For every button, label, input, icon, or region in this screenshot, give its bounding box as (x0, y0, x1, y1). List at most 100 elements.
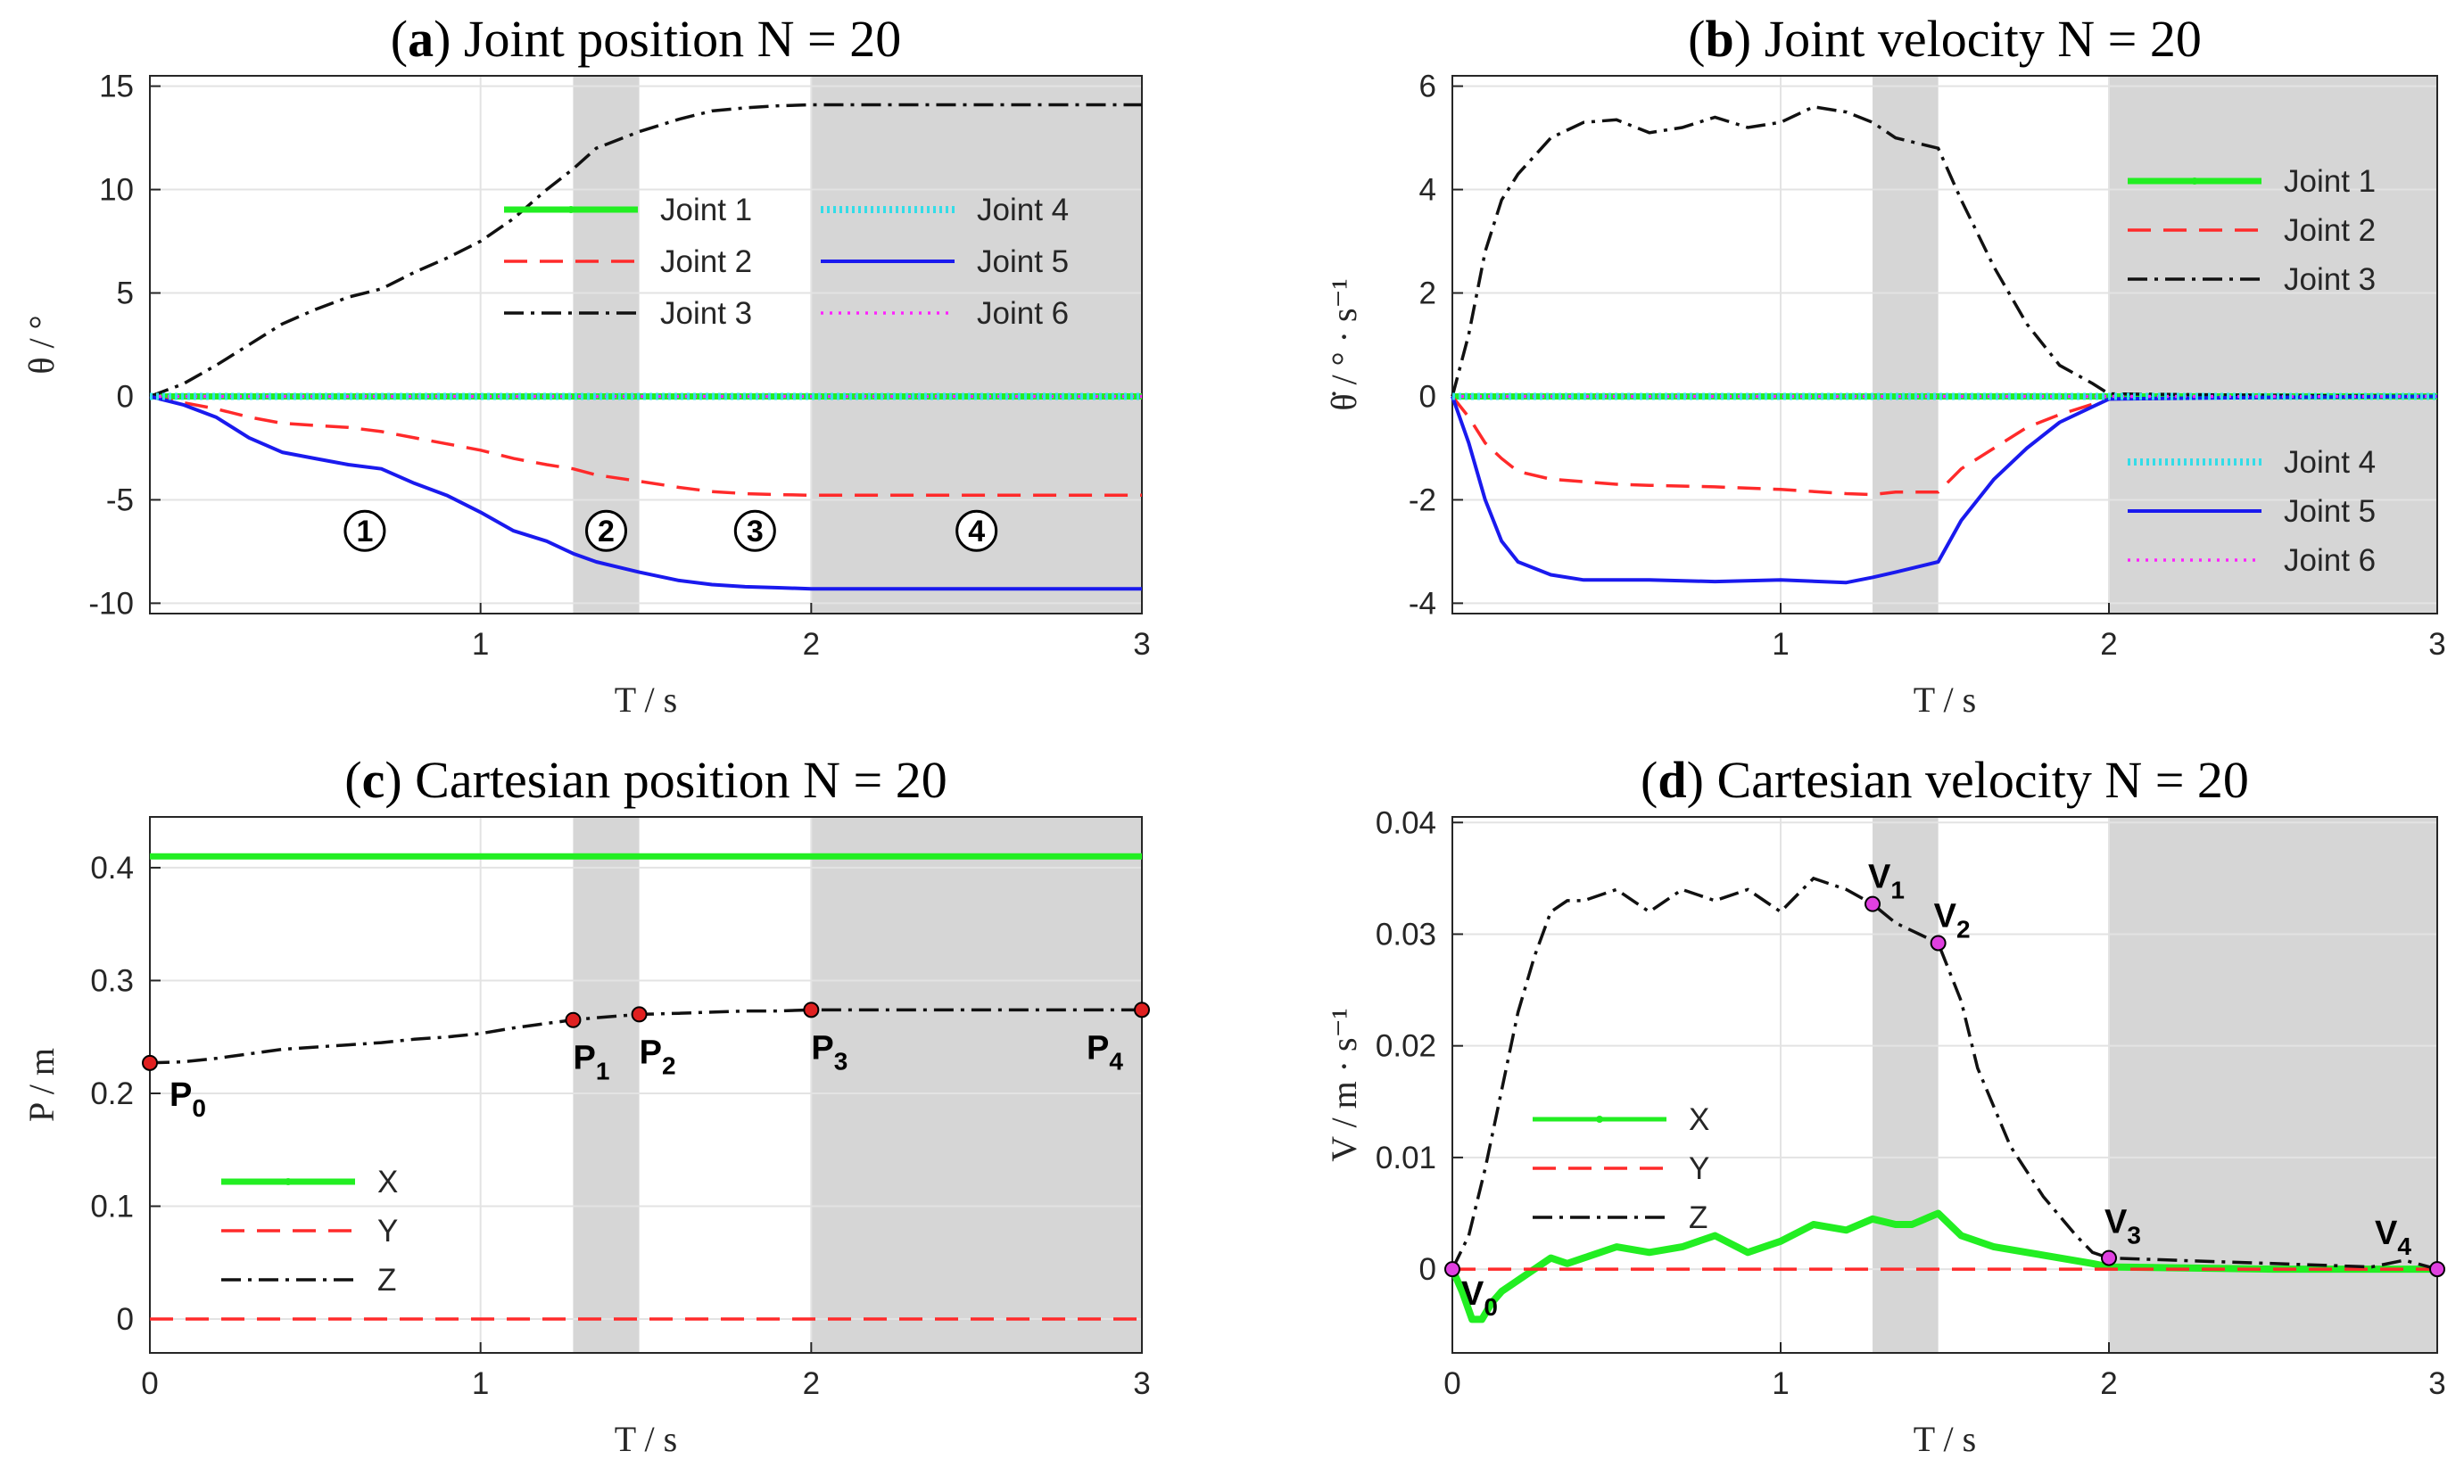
series-line-joint3 (1451, 104, 2438, 399)
shaded-region-0 (1873, 817, 1939, 1353)
ytick-label: 15 (99, 70, 134, 104)
point-label-letter: P (811, 1029, 833, 1067)
point-label: V0 (1461, 1275, 1498, 1321)
point-label-letter: P (1087, 1029, 1109, 1067)
xtick-label: 3 (1133, 627, 1150, 662)
ytick-label: 0 (1419, 1252, 1436, 1287)
legend-label-joint4: Joint 4 (977, 193, 1069, 227)
series-line-joint2 (149, 394, 1142, 498)
point-label-letter: V (1934, 897, 1957, 935)
ytick-label: 0.01 (1376, 1141, 1436, 1175)
ytick-label: 0 (117, 379, 134, 414)
axes-box (1451, 816, 2438, 1354)
ytick-label: 10 (99, 173, 134, 208)
panel-b-joint-velocity: 1 2 3 -4 -2 0 2 4 6 T / s θ̇ / ° · s⁻¹ (b) Joint ve… (1324, 10, 2446, 720)
point-label-letter: P (640, 1034, 662, 1071)
point-label: P1 (573, 1040, 609, 1085)
y-axis-label: θ / ° (21, 315, 62, 374)
point-label: P3 (811, 1029, 848, 1075)
legend-label-joint5: Joint 5 (977, 244, 1069, 279)
point-marker (565, 1011, 582, 1028)
xtick-label: 0 (141, 1366, 158, 1401)
ytick-label: 0.2 (90, 1076, 134, 1111)
series-line-joint2 (1451, 394, 2438, 497)
phase-circle (955, 509, 998, 552)
point-label: P0 (170, 1076, 206, 1122)
point-marker (1134, 1002, 1150, 1018)
shaded-region-0 (573, 817, 640, 1353)
title-letter: a (408, 10, 434, 68)
ytick-label: 0.4 (90, 851, 134, 886)
point-label-sub: 1 (596, 1058, 610, 1085)
legend-marker (1596, 1116, 1603, 1123)
xtick-label: 1 (1772, 1366, 1789, 1401)
point-marker (803, 1002, 820, 1018)
legend-label-joint2: Joint 2 (2284, 213, 2376, 248)
phase-label: 1 (356, 515, 373, 548)
ytick-label: -4 (1409, 586, 1436, 621)
legend-label-X: X (1689, 1102, 1709, 1137)
title-paren-open: ( (1641, 751, 1658, 809)
chart-title: (b) Joint velocity N = 20 (1688, 10, 2202, 68)
legend-label-Z: Z (377, 1263, 396, 1298)
point-label: V2 (1934, 897, 1971, 943)
point-label-sub: 1 (1890, 877, 1905, 904)
xtick-label: 0 (1443, 1366, 1460, 1401)
point-marker (1930, 935, 1947, 952)
point-label-letter: P (573, 1040, 595, 1077)
title-paren-close: ) (434, 10, 451, 68)
xtick-label: 2 (803, 1366, 820, 1401)
phase-label: 3 (747, 515, 764, 548)
xtick-label: 3 (2428, 627, 2445, 662)
point-label-sub: 2 (1956, 915, 1971, 943)
series-line-joint5 (149, 394, 1142, 591)
ytick-label: 0.03 (1376, 917, 1436, 952)
panel-a-joint-position: 1 2 3 -10 -5 0 5 10 15 T / s θ / ° (a) Joint positi… (21, 10, 1151, 720)
axes-box (1451, 75, 2438, 614)
legend-label-Z: Z (1689, 1200, 1707, 1235)
x-axis-label: T / s (615, 1419, 677, 1459)
ytick-label: 0.3 (90, 963, 134, 998)
phase-circle (733, 509, 776, 552)
point-label-sub: 0 (192, 1094, 206, 1122)
axes-box (149, 75, 1143, 614)
point-label-sub: 4 (1109, 1047, 1123, 1075)
title-letter: b (1706, 10, 1734, 68)
shaded-region-1 (811, 817, 1142, 1353)
point-marker (2101, 1249, 2117, 1266)
legend-label-joint6: Joint 6 (977, 296, 1069, 331)
legend-label-joint1: Joint 1 (660, 193, 752, 227)
legend-label-joint5: Joint 5 (2284, 494, 2376, 529)
x-axis-label: T / s (615, 680, 677, 720)
point-label-letter: V (2375, 1215, 2398, 1252)
title-paren-close: ) (384, 751, 401, 809)
point-label-letter: V (1461, 1275, 1484, 1313)
xtick-label: 2 (2100, 627, 2117, 662)
legend-marker (285, 1178, 292, 1185)
chart-title: (a) Joint position N = 20 (391, 10, 901, 68)
ytick-label: 0.04 (1376, 805, 1436, 840)
point-label-sub: 2 (662, 1051, 676, 1079)
chart-title: (d) Cartesian velocity N = 20 (1641, 751, 2249, 809)
point-label: P4 (1087, 1029, 1123, 1075)
point-label-sub: 4 (2397, 1233, 2411, 1260)
point-label-letter: P (170, 1076, 192, 1114)
x-axis-label: T / s (1914, 1419, 1976, 1459)
point-marker (1444, 1261, 1460, 1278)
ytick-label: -10 (88, 586, 134, 621)
point-label-sub: 0 (1484, 1293, 1498, 1321)
panel-d-cartesian-velocity: 0 1 2 3 0 0.01 0.02 0.03 0.04 T / s V / m · s⁻¹ (d)… (1324, 751, 2446, 1459)
y-axis-label: θ̇ / ° · s⁻¹ (1324, 278, 1364, 410)
y-axis-label: V / m · s⁻¹ (1324, 1008, 1364, 1161)
ytick-label: 0.02 (1376, 1029, 1436, 1064)
panel-c-cartesian-position: 0 1 2 3 0 0.1 0.2 0.3 0.4 T / s P / m (c) Cartesian… (21, 751, 1151, 1459)
series-line-Z (149, 1008, 1142, 1065)
point-label-letter: V (2104, 1204, 2128, 1241)
shaded-region-0 (1873, 76, 1939, 614)
point-label: V1 (1868, 859, 1905, 904)
phase-label: 4 (968, 515, 985, 548)
xtick-label: 3 (1133, 1366, 1150, 1401)
ytick-label: -2 (1409, 482, 1436, 517)
ytick-label: 2 (1419, 276, 1436, 311)
